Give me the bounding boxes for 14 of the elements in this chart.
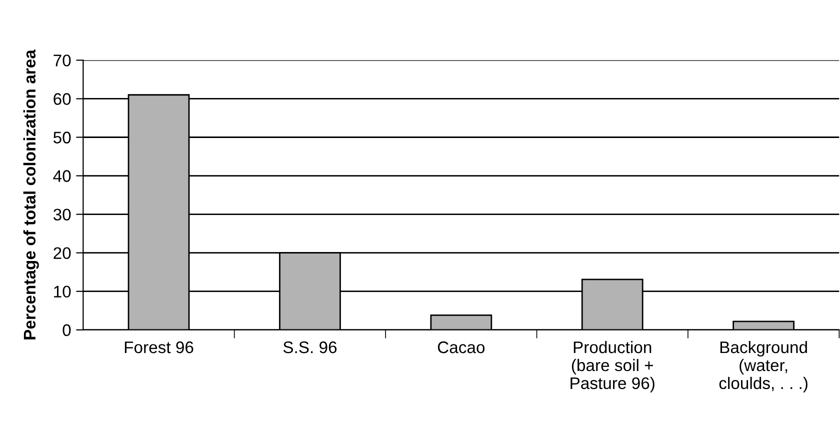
y-tick-label: 10 xyxy=(54,286,71,298)
y-tick-label: 0 xyxy=(62,324,71,336)
y-tick-label: 70 xyxy=(54,54,71,66)
y-tick-label: 40 xyxy=(53,170,71,182)
y-tick-label: 30 xyxy=(53,208,71,221)
x-tick-label: Background (water, cloulds, . . .) xyxy=(719,340,808,392)
y-tick-label: 60 xyxy=(54,93,71,105)
x-tick-label: Cacao xyxy=(438,341,485,354)
y-tick-label: 50 xyxy=(53,132,71,144)
x-tick-label: Forest 96 xyxy=(124,341,194,354)
y-axis-title: Percentage of total colonization area xyxy=(23,50,39,340)
x-tick-label: Production (bare soil + Pasture 96) xyxy=(570,340,654,392)
x-tick-label: S.S. 96 xyxy=(283,341,337,354)
y-tick-label: 20 xyxy=(54,247,71,260)
